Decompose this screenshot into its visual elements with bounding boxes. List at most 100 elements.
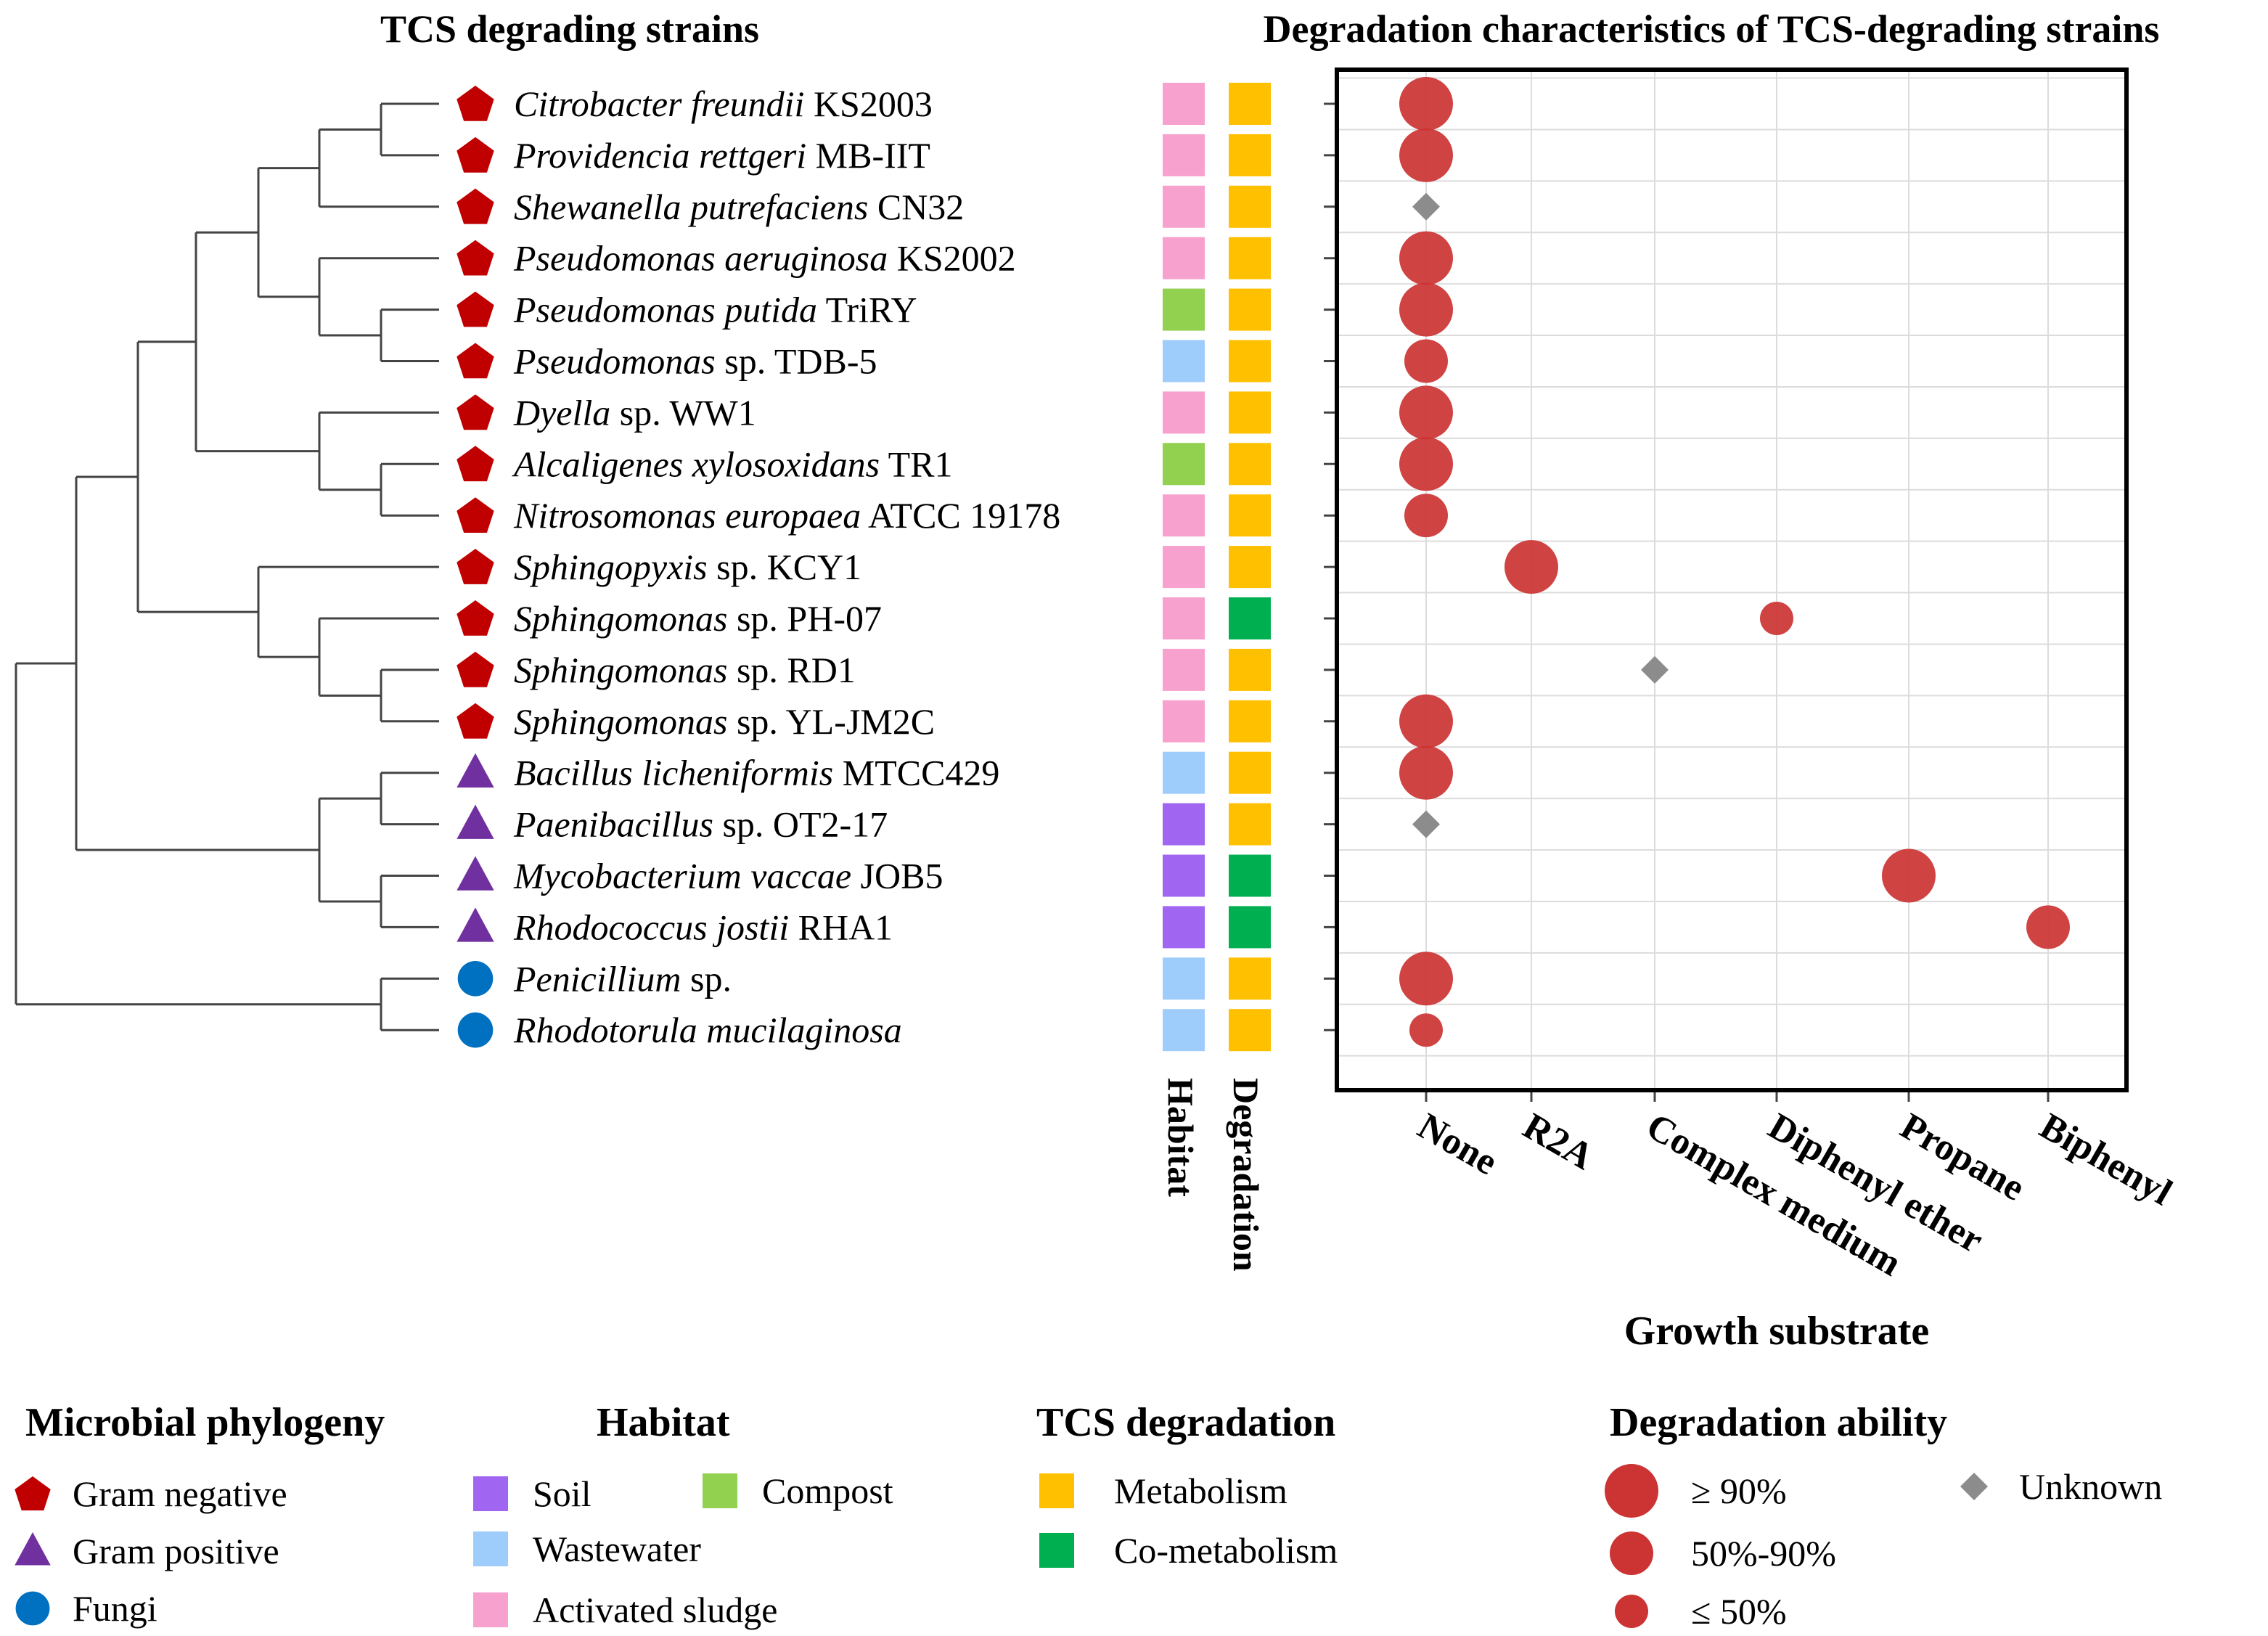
strain-name: Shewanella putrefaciens CN32 [514,187,964,227]
habitat-column-label: Habitat [1160,1078,1201,1197]
strain-genus: Dyella [513,392,610,433]
strain-row-rhodococcus-jostii-rha1: Rhodococcus jostii RHA1 [457,906,1271,949]
degradation-cell-co-metabolism [1229,597,1271,639]
habitat-cell-wastewater [1163,340,1205,383]
habitat-cell-soil [1163,906,1205,949]
legend-ability-label: ≥ 90% [1691,1471,1787,1511]
strain-suffix: sp. YL-JM2C [727,701,935,742]
legend-phylogeny-title: Microbial phylogeny [25,1400,385,1445]
x-tick-label-biphenyl: Biphenyl [2033,1105,2179,1214]
strain-name: Sphingomonas sp. RD1 [514,650,856,690]
strain-suffix: RHA1 [789,907,893,947]
strain-row-nitrosomonas-europaea-atcc-19178: Nitrosomonas europaea ATCC 19178 [457,494,1271,537]
strain-genus: Pseudomonas aeruginosa [513,238,888,279]
legend-habitat-label: Activated sludge [533,1590,777,1630]
strain-suffix: MTCC429 [833,753,999,793]
strain-row-paenibacillus-sp-ot2-17: Paenibacillus sp. OT2-17 [457,803,1271,846]
legend-phylogeny: Microbial phylogeny Gram negative Gram po… [15,1400,385,1629]
ability-bubble [1404,494,1448,538]
degradation-cell-metabolism [1229,803,1271,846]
strain-row-sphingomonas-sp-rd1: Sphingomonas sp. RD1 [457,648,1271,691]
ability-bubble [1399,385,1453,440]
strain-genus: Pseudomonas [513,341,716,382]
strain-row-providencia-rettgeri-mb-iit: Providencia rettgeri MB-IIT [457,134,1271,176]
strain-suffix: JOB5 [851,856,943,896]
habitat-cell-activated-sludge [1163,83,1205,125]
strain-genus: Providencia rettgeri [513,135,806,176]
strain-marker-gram-negative [457,86,494,121]
ability-bubble [1399,694,1453,748]
strain-genus: Sphingomonas [514,650,727,690]
habitat-cell-compost [1163,288,1205,331]
ability-bubble [2026,905,2070,949]
strain-name: Sphingopyxis sp. KCY1 [514,547,861,587]
habitat-cell-wastewater [1163,751,1205,794]
legend-phylogeny-label: Gram positive [73,1531,279,1571]
strain-suffix: KS2002 [888,238,1015,279]
degradation-cell-metabolism [1229,957,1271,1000]
legend-triangle-icon [15,1532,51,1566]
legend-ability-label: Unknown [2019,1466,2162,1507]
plot-frame [1335,68,2129,1092]
strain-row-dyella-sp-ww1: Dyella sp. WW1 [457,391,1271,434]
strain-suffix: ATCC 19178 [861,495,1060,536]
chart-grid [1324,70,2126,1102]
strain-marker-gram-negative [457,291,494,327]
habitat-cell-activated-sludge [1163,597,1205,639]
strain-genus: Pseudomonas putida [513,290,817,330]
degradation-cell-metabolism [1229,237,1271,279]
strain-marker-gram-positive [457,907,494,942]
strain-suffix: KS2003 [804,83,932,124]
strain-marker-fungi [457,961,494,997]
x-tick-label-r2a: R2A [1516,1105,1600,1178]
strain-row-mycobacterium-vaccae-job5: Mycobacterium vaccae JOB5 [457,854,1271,897]
legend-habitat-swatch [473,1592,508,1627]
strain-name: Alcaligenes xylosoxidans TR1 [512,443,953,484]
unknown-diamond-marker [1412,192,1440,221]
strain-name: Citrobacter freundii KS2003 [514,83,933,124]
strain-suffix: sp. OT2-17 [713,804,888,845]
degradation-cell-metabolism [1229,391,1271,434]
legend-habitat-label: Compost [762,1471,893,1511]
legend-habitat-title: Habitat [597,1400,730,1445]
strain-marker-gram-negative [457,703,494,739]
legend-ability-label: 50%-90% [1691,1533,1836,1574]
strain-suffix: sp. [681,958,732,999]
legend-degradation-label: Co-metabolism [1114,1530,1338,1571]
strain-genus: Shewanella putrefaciens [514,187,868,227]
ability-bubble [1399,282,1453,337]
habitat-cell-activated-sludge [1163,134,1205,176]
ability-bubble [1399,437,1453,491]
chart-title: Degradation characteristics of TCS-degra… [1264,7,2160,51]
habitat-cell-activated-sludge [1163,546,1205,589]
legend-habitat-swatch [473,1476,508,1511]
degradation-cell-metabolism [1229,700,1271,743]
strain-genus: Sphingopyxis [514,547,708,587]
strain-genus: Rhodococcus jostii [513,907,789,947]
strain-row-shewanella-putrefaciens-cn32: Shewanella putrefaciens CN32 [457,185,1271,228]
legend-degradation-label: Metabolism [1114,1471,1287,1511]
legend-unknown-diamond-icon [1960,1473,1988,1500]
ability-bubble [1399,952,1453,1006]
ability-bubble [1882,848,1936,903]
legend-ability-label: ≤ 50% [1691,1591,1787,1632]
legend-bubble-large-icon [1605,1464,1658,1518]
legend-habitat-swatch [473,1531,508,1566]
strain-row-pseudomonas-sp-tdb-5: Pseudomonas sp. TDB-5 [457,340,1271,383]
strain-name: Providencia rettgeri MB-IIT [513,135,930,176]
strain-marker-gram-positive [457,856,494,891]
legend-degradation-swatch [1039,1473,1074,1508]
strain-marker-gram-negative [457,549,494,584]
degradation-cell-metabolism [1229,288,1271,331]
strain-suffix: TriRY [817,290,917,330]
strain-suffix: CN32 [868,187,964,227]
strain-name: Rhodococcus jostii RHA1 [513,907,893,947]
strain-row-pseudomonas-aeruginosa-ks2002: Pseudomonas aeruginosa KS2002 [457,237,1271,279]
strain-suffix: sp. WW1 [610,392,756,433]
ability-bubble [1404,339,1448,383]
legend-habitat: Habitat Soil Compost Wastewater Activated s… [473,1400,893,1630]
strain-name: Pseudomonas aeruginosa KS2002 [513,238,1016,279]
strain-marker-gram-negative [457,136,494,173]
